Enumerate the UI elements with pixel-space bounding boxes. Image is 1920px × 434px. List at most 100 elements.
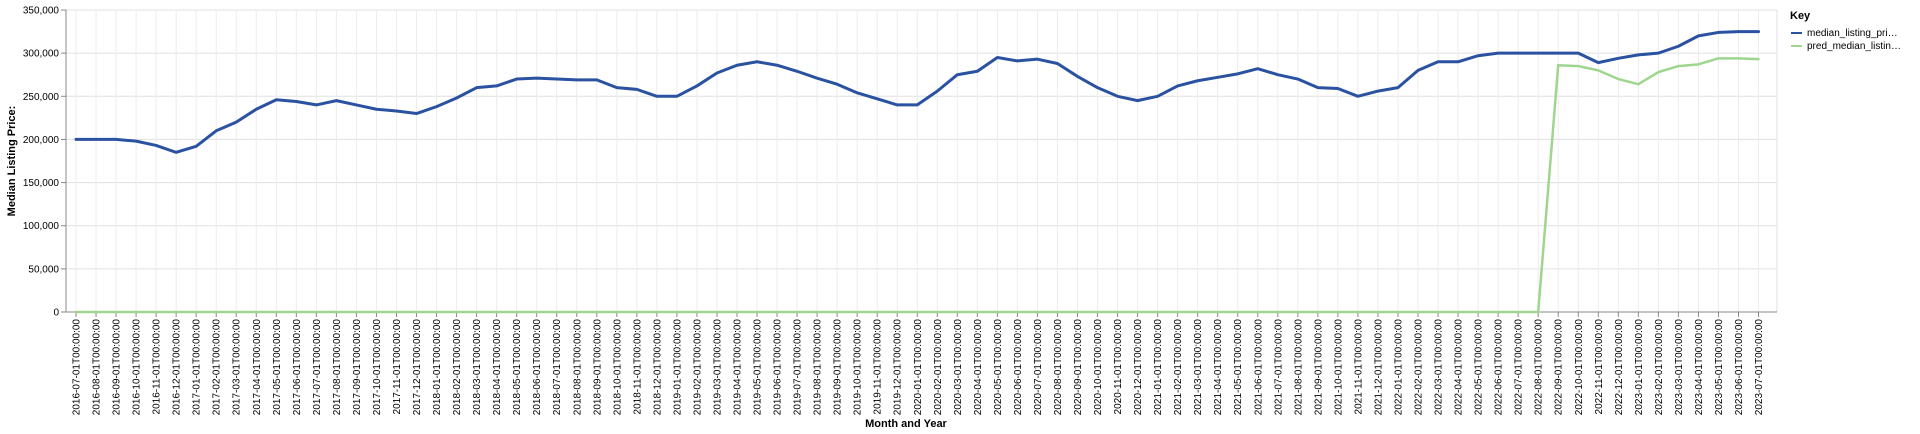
x-tick-label: 2018-11-01T00:00:00 xyxy=(632,319,643,415)
x-tick-label: 2021-11-01T00:00:00 xyxy=(1353,319,1364,415)
x-tick-label: 2021-01-01T00:00:00 xyxy=(1153,319,1164,416)
series-line-pred-median-listing-price xyxy=(74,57,1760,314)
x-tick-label: 2023-02-01T00:00:00 xyxy=(1654,319,1665,416)
x-tick-label: 2017-09-01T00:00:00 xyxy=(352,319,363,416)
x-tick-label: 2019-05-01T00:00:00 xyxy=(753,319,764,416)
x-tick-label: 2022-03-01T00:00:00 xyxy=(1434,319,1445,416)
y-tick-label: 200,000 xyxy=(23,135,60,146)
x-tick-label: 2016-08-01T00:00:00 xyxy=(92,319,103,416)
x-tick-label: 2019-03-01T00:00:00 xyxy=(712,319,723,416)
x-tick-label: 2021-05-01T00:00:00 xyxy=(1233,319,1244,416)
x-tick-label: 2019-09-01T00:00:00 xyxy=(833,319,844,416)
x-tick-label: 2022-10-01T00:00:00 xyxy=(1574,319,1585,416)
x-tick-label: 2018-02-01T00:00:00 xyxy=(452,319,463,416)
y-axis-title: Median Listing Price: xyxy=(6,106,18,217)
x-tick-label: 2017-03-01T00:00:00 xyxy=(232,319,243,416)
x-tick-label: 2018-07-01T00:00:00 xyxy=(552,319,563,416)
x-tick-label: 2022-05-01T00:00:00 xyxy=(1474,319,1485,416)
x-tick-label: 2018-08-01T00:00:00 xyxy=(572,319,583,416)
x-tick-label: 2017-02-01T00:00:00 xyxy=(212,319,223,416)
x-tick-label: 2019-11-01T00:00:00 xyxy=(873,319,884,415)
series-layer xyxy=(74,30,1761,314)
x-tick-label: 2019-01-01T00:00:00 xyxy=(672,319,683,416)
x-tick-label: 2021-02-01T00:00:00 xyxy=(1173,319,1184,416)
x-tick-label: 2016-10-01T00:00:00 xyxy=(132,319,143,416)
x-tick-label: 2021-03-01T00:00:00 xyxy=(1193,319,1204,416)
x-tick-label: 2019-12-01T00:00:00 xyxy=(893,319,904,416)
x-tick-label: 2017-10-01T00:00:00 xyxy=(372,319,383,416)
x-tick-label: 2017-06-01T00:00:00 xyxy=(292,319,303,416)
x-tick-label: 2021-09-01T00:00:00 xyxy=(1313,319,1324,416)
x-tick-label: 2023-01-01T00:00:00 xyxy=(1634,319,1645,416)
legend-label-median: median_listing_pri… xyxy=(1807,28,1898,39)
x-tick-label: 2022-07-01T00:00:00 xyxy=(1514,319,1525,416)
x-tick-label: 2019-04-01T00:00:00 xyxy=(732,319,743,416)
x-tick-label: 2022-11-01T00:00:00 xyxy=(1594,319,1605,415)
legend-label-pred: pred_median_listin… xyxy=(1807,41,1901,52)
x-tick-label: 2022-01-01T00:00:00 xyxy=(1393,319,1404,416)
y-tick-label: 300,000 xyxy=(23,49,60,60)
x-tick-label: 2017-11-01T00:00:00 xyxy=(392,319,403,415)
x-tick-label: 2021-10-01T00:00:00 xyxy=(1333,319,1344,416)
x-axis: 2016-07-01T00:00:00 2016-08-01T00:00:00 20… xyxy=(66,311,1777,416)
x-tick-label: 2020-11-01T00:00:00 xyxy=(1113,319,1124,415)
y-tick-label: 50,000 xyxy=(28,264,59,275)
series-line-median-listing-price xyxy=(74,30,1761,154)
x-tick-label: 2022-08-01T00:00:00 xyxy=(1534,319,1545,416)
x-tick-label: 2020-09-01T00:00:00 xyxy=(1073,319,1084,416)
x-tick-label: 2020-04-01T00:00:00 xyxy=(973,319,984,416)
x-tick-label: 2019-07-01T00:00:00 xyxy=(793,319,804,416)
x-tick-label: 2016-12-01T00:00:00 xyxy=(172,319,183,416)
x-tick-label: 2019-08-01T00:00:00 xyxy=(813,319,824,416)
x-tick-label: 2020-05-01T00:00:00 xyxy=(993,319,1004,416)
x-tick-label: 2021-07-01T00:00:00 xyxy=(1273,319,1284,416)
x-tick-label: 2020-08-01T00:00:00 xyxy=(1053,319,1064,416)
x-tick-label: 2017-08-01T00:00:00 xyxy=(332,319,343,416)
y-tick-label: 100,000 xyxy=(23,221,60,232)
x-tick-label: 2022-09-01T00:00:00 xyxy=(1554,319,1565,416)
y-tick-label: 250,000 xyxy=(23,92,60,103)
y-axis: 0 50,000 100,000 150,000 200,000 250,000 300,0… xyxy=(23,6,67,319)
x-tick-label: 2022-12-01T00:00:00 xyxy=(1614,319,1625,416)
x-tick-label: 2018-06-01T00:00:00 xyxy=(532,319,543,416)
y-tick-label: 0 xyxy=(53,308,59,319)
x-tick-label: 2021-04-01T00:00:00 xyxy=(1213,319,1224,416)
x-tick-label: 2022-04-01T00:00:00 xyxy=(1454,319,1465,416)
x-tick-label: 2020-03-01T00:00:00 xyxy=(953,319,964,416)
x-tick-label: 2021-08-01T00:00:00 xyxy=(1293,319,1304,416)
x-tick-label: 2023-07-01T00:00:00 xyxy=(1754,319,1765,416)
x-tick-label: 2019-02-01T00:00:00 xyxy=(692,319,703,416)
x-tick-label: 2017-05-01T00:00:00 xyxy=(272,319,283,416)
x-tick-label: 2016-09-01T00:00:00 xyxy=(112,319,123,416)
x-tick-label: 2016-11-01T00:00:00 xyxy=(152,319,163,415)
x-tick-label: 2023-03-01T00:00:00 xyxy=(1674,319,1685,416)
x-tick-label: 2020-10-01T00:00:00 xyxy=(1093,319,1104,416)
x-tick-label: 2021-06-01T00:00:00 xyxy=(1253,319,1264,416)
x-tick-label: 2022-06-01T00:00:00 xyxy=(1494,319,1505,416)
x-tick-label: 2020-02-01T00:00:00 xyxy=(933,319,944,416)
x-tick-label: 2019-06-01T00:00:00 xyxy=(773,319,784,416)
x-tick-label: 2017-01-01T00:00:00 xyxy=(192,319,203,416)
y-tick-label: 350,000 xyxy=(23,6,60,17)
x-tick-label: 2019-10-01T00:00:00 xyxy=(853,319,864,416)
x-tick-label: 2018-05-01T00:00:00 xyxy=(512,319,523,416)
x-tick-label: 2023-05-01T00:00:00 xyxy=(1714,319,1725,416)
x-tick-label: 2020-07-01T00:00:00 xyxy=(1033,319,1044,416)
grid-lines xyxy=(66,9,1778,313)
x-tick-label: 2023-06-01T00:00:00 xyxy=(1734,319,1745,416)
x-axis-title: Month and Year xyxy=(865,418,947,430)
x-tick-label: 2018-09-01T00:00:00 xyxy=(592,319,603,416)
x-tick-label: 2020-12-01T00:00:00 xyxy=(1133,319,1144,416)
x-tick-label: 2018-04-01T00:00:00 xyxy=(492,319,503,416)
x-tick-label: 2017-12-01T00:00:00 xyxy=(412,319,423,416)
x-tick-label: 2018-01-01T00:00:00 xyxy=(432,319,443,416)
x-tick-label: 2017-07-01T00:00:00 xyxy=(312,319,323,416)
x-tick-label: 2016-07-01T00:00:00 xyxy=(72,319,83,416)
x-tick-label: 2023-04-01T00:00:00 xyxy=(1694,319,1705,416)
x-tick-label: 2017-04-01T00:00:00 xyxy=(252,319,263,416)
legend: Key median_listing_pri… pred_median_list… xyxy=(1790,10,1901,52)
x-tick-label: 2018-03-01T00:00:00 xyxy=(472,319,483,416)
x-tick-label: 2020-06-01T00:00:00 xyxy=(1013,319,1024,416)
x-tick-label: 2018-12-01T00:00:00 xyxy=(652,319,663,416)
